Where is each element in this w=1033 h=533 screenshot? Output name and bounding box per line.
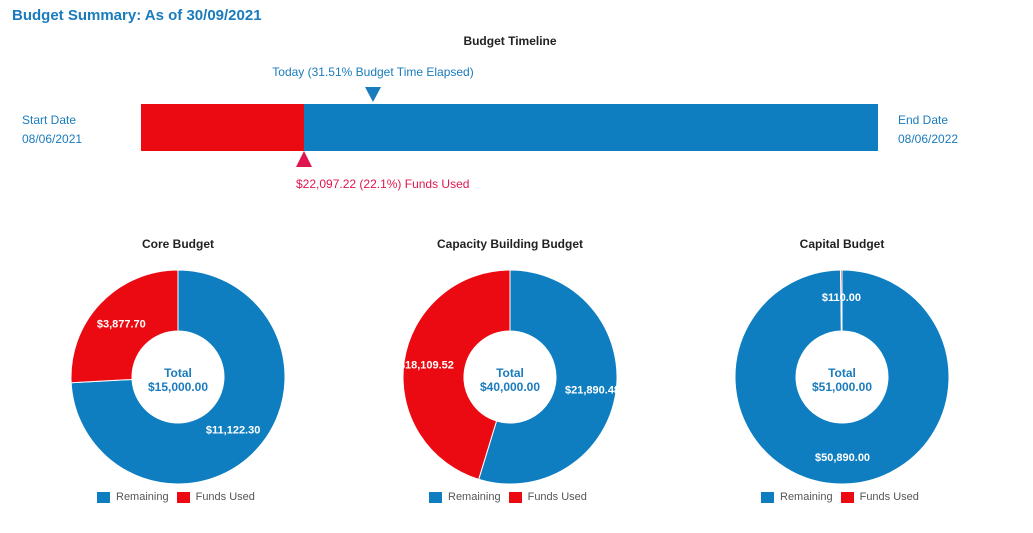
slice-data-label: $3,877.70 (97, 318, 146, 330)
end-date-label: End Date (898, 113, 949, 127)
capital-budget-legend: Remaining Funds Used (761, 491, 927, 503)
today-label: Today (31.51% Budget Time Elapsed) (272, 65, 474, 79)
legend-swatch-funds-used (508, 491, 522, 503)
donut-slice-remaining[interactable] (70, 269, 286, 485)
legend-swatch-remaining (761, 491, 774, 503)
slice-data-label: $21,890.48 (565, 384, 620, 396)
slice-data-label: $50,890.00 (815, 452, 870, 464)
legend-item-remaining[interactable]: Remaining (761, 491, 833, 503)
capacity-building-budget-legend: Remaining Funds Used (429, 491, 595, 503)
funds-used-label: $22,097.22 (22.1%) Funds Used (296, 177, 470, 191)
legend-item-remaining[interactable]: Remaining (97, 491, 169, 503)
donut-slice-remaining[interactable] (734, 269, 950, 485)
page-title: Budget Summary: As of 30/09/2021 (12, 7, 262, 24)
timeline-bar (141, 104, 878, 151)
legend-swatch-funds-used (840, 491, 854, 503)
today-marker-icon (365, 87, 381, 102)
start-date-value: 08/06/2021 (22, 132, 83, 146)
legend-label-funds-used: Funds Used (195, 491, 255, 503)
core-budget-legend: Remaining Funds Used (97, 491, 263, 503)
legend-label-remaining: Remaining (116, 491, 169, 503)
capital-budget-title: Capital Budget (799, 237, 885, 251)
legend-item-funds-used[interactable]: Funds Used (840, 491, 919, 503)
donut-center-total: $51,000.00 (812, 380, 872, 394)
legend-label-remaining: Remaining (448, 491, 501, 503)
donut-center-total: $40,000.00 (480, 380, 540, 394)
start-date-block: Start Date 08/06/2021 (22, 111, 82, 149)
legend-label-remaining: Remaining (780, 491, 833, 503)
legend-swatch-remaining (97, 491, 110, 503)
funds-used-marker-icon (296, 151, 312, 167)
legend-item-funds-used[interactable]: Funds Used (176, 491, 255, 503)
donut-center-label: Total (828, 366, 856, 380)
donut-center-label: Total (496, 366, 524, 380)
end-date-block: End Date 08/06/2022 (898, 111, 958, 149)
donut-slice-funds-used[interactable] (70, 269, 179, 384)
core-budget-title: Core Budget (142, 237, 214, 251)
legend-swatch-funds-used (176, 491, 190, 503)
legend-swatch-remaining (429, 491, 442, 503)
donut-center-label: Total (164, 366, 192, 380)
legend-label-funds-used: Funds Used (527, 491, 587, 503)
donut-slice-remaining[interactable] (478, 269, 618, 485)
timeline-title: Budget Timeline (463, 34, 557, 48)
legend-item-funds-used[interactable]: Funds Used (508, 491, 587, 503)
slice-data-label: $18,109.52 (399, 359, 454, 371)
slice-data-label: $11,122.30 (206, 424, 260, 436)
legend-item-remaining[interactable]: Remaining (429, 491, 501, 503)
donut-center-total: $15,000.00 (148, 380, 208, 394)
legend-label-funds-used: Funds Used (859, 491, 919, 503)
donut-slice-funds-used[interactable] (402, 269, 511, 480)
capacity-building-budget-title: Capacity Building Budget (436, 237, 583, 251)
slice-data-label: $110.00 (822, 292, 861, 304)
start-date-label: Start Date (22, 113, 77, 127)
end-date-value: 08/06/2022 (898, 132, 959, 146)
timeline-funds-used-fill (141, 104, 304, 151)
donut-slice-funds-used[interactable] (840, 269, 843, 332)
